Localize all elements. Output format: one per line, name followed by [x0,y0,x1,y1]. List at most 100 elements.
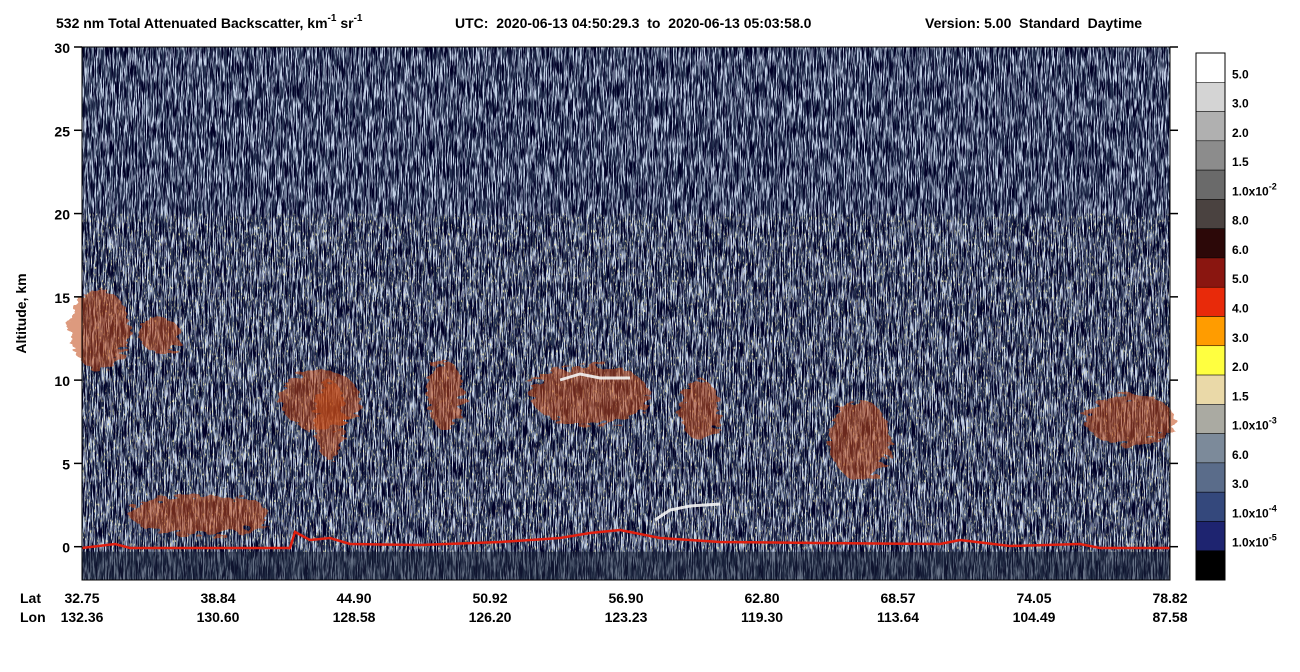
colorbar-label: 3.0 [1232,477,1249,491]
x-axis-labels: Lat 32.75 38.84 44.90 50.92 56.90 62.80 68.57 74… [20,590,1188,625]
colorbar-label: 8.0 [1232,214,1249,228]
colorbar-label: 3.0 [1232,97,1249,111]
x-row-name: Lat [20,590,41,606]
cloud-texture [315,380,345,460]
colorbar-swatch [1195,286,1226,317]
colorbar-label-text: 6.0 [1232,243,1249,257]
colorbar-label: 5.0 [1232,272,1249,286]
colorbar-label: 2.0 [1232,126,1249,140]
axes: 0 5 10 15 20 25 30 Altitude, km [13,40,1178,556]
colorbar-label-exponent: -3 [1269,416,1277,426]
y-tick-label: 30 [54,40,70,56]
colorbar-label-text: 3.0 [1232,97,1249,111]
colorbar-swatch [1195,462,1226,493]
title-superscript: -1 [328,13,337,24]
colorbar-swatch [1195,82,1226,112]
signal-texture [82,47,1170,580]
surface-texture [81,528,1170,550]
plot-frame [81,46,1171,581]
x-tick-label: 68.57 [880,590,915,606]
cloud-texture [680,380,720,440]
x-tick-label: 87.58 [1152,609,1187,625]
colorbar-label-exponent: -5 [1269,533,1277,543]
colorbar-label: 1.0x10-2 [1232,181,1277,198]
colorbar-label: 4.0 [1232,302,1249,316]
x-tick-label: 104.49 [1013,609,1056,625]
cloud-texture [140,317,180,353]
version: Version: 5.00 Standard Daytime [925,15,1142,31]
colorbar-swatch [1195,169,1226,200]
colorbar-swatch [1195,257,1226,288]
x-tick-label: 78.82 [1152,590,1187,606]
colorbar-label: 3.0 [1232,331,1249,345]
cloud-texture [830,400,890,480]
colorbar-label-text: 5.0 [1232,272,1249,286]
colorbar-label-text: 3.0 [1232,331,1249,345]
colorbar-label: 1.0x10-4 [1232,503,1277,520]
x-row-name: Lon [20,609,46,625]
colorbar-label: 6.0 [1232,243,1249,257]
colorbar-swatch [1195,111,1226,142]
colorbar-frame [1195,52,1226,581]
x-tick-label: 74.05 [1016,590,1051,606]
colorbar-swatch [1195,52,1226,83]
colorbar-swatch [1195,433,1226,464]
colorbar-label-text: 1.0x10 [1232,536,1269,550]
y-tick-label: 20 [54,207,70,223]
cloud-top-texture [654,502,721,522]
colorbar-swatch [1195,374,1226,405]
chart-title: 532 nm Total Attenuated Backscatter, km-… [56,13,363,31]
y-tick-label: 15 [54,290,70,306]
x-tick-label: 56.90 [608,590,643,606]
x-tick-label: 130.60 [197,609,240,625]
x-tick-label: 123.23 [605,609,648,625]
cloud-top-texture [559,372,630,382]
below-surface [82,551,1170,580]
colorbar-label-text: 1.5 [1232,155,1249,169]
colorbar-label: 6.0 [1232,448,1249,462]
y-tick-label: 0 [62,540,70,556]
colorbar-label-text: 1.0x10 [1232,506,1269,520]
colorbar-swatch [1195,199,1226,229]
colorbar-label: 5.0 [1232,67,1249,81]
x-tick-label: 113.64 [877,609,919,625]
y-tick-label: 25 [54,123,70,139]
x-tick-label: 132.36 [61,609,104,625]
x-tick-label: 126.20 [469,609,512,625]
colorbar-label: 1.5 [1232,389,1249,403]
colorbar-swatch [1195,345,1226,376]
x-tick-label: 62.80 [744,590,779,606]
colorbar-label: 1.0x10-3 [1232,416,1277,433]
colorbar-swatch [1195,228,1226,259]
colorbar-swatch [1195,491,1226,522]
colorbar-label-text: 8.0 [1232,214,1249,228]
x-tick-label: 50.92 [472,590,507,606]
cloud-texture [1085,395,1175,445]
colorbar-label-text: 4.0 [1232,302,1249,316]
colorbar-label-text: 2.0 [1232,126,1249,140]
cloud-texture [70,290,130,370]
x-tick-label: 128.58 [333,609,376,625]
x-tick-label: 44.90 [336,590,371,606]
colorbar: 5.03.02.01.51.0x10-28.06.05.04.03.02.01.… [1195,52,1277,581]
colorbar-label: 1.5 [1232,155,1249,169]
colorbar-label-exponent: -4 [1269,503,1277,513]
cloud-texture [530,365,650,425]
colorbar-label-text: 6.0 [1232,448,1249,462]
colorbar-swatch [1195,404,1226,434]
colorbar-swatch [1195,521,1226,551]
title-superscript: -1 [354,13,363,24]
colorbar-label-text: 5.0 [1232,67,1249,81]
colorbar-swatch [1195,550,1226,581]
x-tick-label: 119.30 [741,609,783,625]
colorbar-label-exponent: -2 [1269,181,1277,191]
title-segment: 532 nm Total Attenuated Backscatter, km [56,15,328,31]
colorbar-swatch [1195,316,1226,347]
colorbar-label-text: 2.0 [1232,360,1249,374]
colorbar-label-text: 1.5 [1232,389,1249,403]
colorbar-label-text: 1.0x10 [1232,184,1269,198]
colorbar-swatch [1195,140,1226,171]
plot-area [70,46,1175,581]
cloud-texture [427,360,463,430]
